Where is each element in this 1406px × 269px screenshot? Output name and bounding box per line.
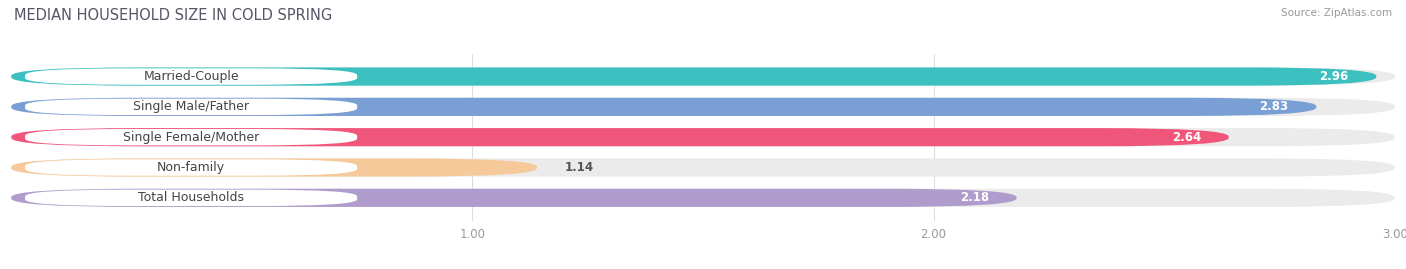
FancyBboxPatch shape xyxy=(25,190,357,206)
FancyBboxPatch shape xyxy=(11,68,1395,86)
FancyBboxPatch shape xyxy=(25,99,357,115)
Text: Total Households: Total Households xyxy=(138,191,245,204)
Text: MEDIAN HOUSEHOLD SIZE IN COLD SPRING: MEDIAN HOUSEHOLD SIZE IN COLD SPRING xyxy=(14,8,332,23)
FancyBboxPatch shape xyxy=(11,158,1395,177)
Text: 2.83: 2.83 xyxy=(1260,100,1289,113)
FancyBboxPatch shape xyxy=(25,68,357,85)
FancyBboxPatch shape xyxy=(11,98,1395,116)
FancyBboxPatch shape xyxy=(25,159,357,176)
Text: 2.18: 2.18 xyxy=(960,191,988,204)
FancyBboxPatch shape xyxy=(11,98,1316,116)
Text: 2.64: 2.64 xyxy=(1171,131,1201,144)
Text: Married-Couple: Married-Couple xyxy=(143,70,239,83)
FancyBboxPatch shape xyxy=(11,128,1395,146)
FancyBboxPatch shape xyxy=(11,189,1017,207)
FancyBboxPatch shape xyxy=(25,129,357,145)
Text: 2.96: 2.96 xyxy=(1319,70,1348,83)
FancyBboxPatch shape xyxy=(11,189,1395,207)
Text: 1.14: 1.14 xyxy=(565,161,593,174)
Text: Single Male/Father: Single Male/Father xyxy=(134,100,249,113)
Text: Non-family: Non-family xyxy=(157,161,225,174)
FancyBboxPatch shape xyxy=(11,158,537,177)
FancyBboxPatch shape xyxy=(11,68,1376,86)
FancyBboxPatch shape xyxy=(11,128,1229,146)
Text: Source: ZipAtlas.com: Source: ZipAtlas.com xyxy=(1281,8,1392,18)
Text: Single Female/Mother: Single Female/Mother xyxy=(122,131,259,144)
